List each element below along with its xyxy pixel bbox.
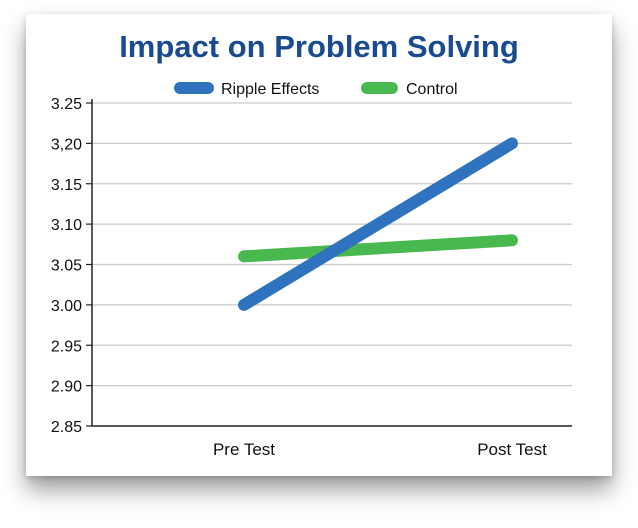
legend-label-ripple: Ripple Effects [221,81,319,98]
y-tick-label: 2.85 [51,419,82,436]
series-lines [238,137,518,311]
y-tick-label: 2.90 [51,379,82,396]
series-line-control [238,234,518,263]
x-tick-label: Post Test [477,440,547,459]
y-tick-label: 3.05 [51,258,82,275]
legend: Ripple Effects Control [174,81,458,98]
y-tick-label: 2.95 [51,338,82,355]
gridlines [92,102,572,387]
legend-item-control: Control [361,81,458,98]
chart-card: Impact on Problem Solving Ripple Effects… [26,14,612,476]
y-tick-label: 3.00 [51,298,82,315]
line-chart: Impact on Problem Solving Ripple Effects… [51,29,572,459]
x-axis-ticks: Pre Test Post Test [213,440,547,459]
y-tick-label: 3.10 [51,217,82,234]
y-axis-ticks: 2.85 2.90 2.95 3.00 3.05 3.10 3.15 3,20 3.25 [51,96,92,436]
y-tick-label: 3.25 [51,96,82,113]
legend-item-ripple: Ripple Effects [174,81,319,98]
legend-label-control: Control [406,81,458,98]
y-tick-label: 3,20 [51,136,82,153]
chart-title: Impact on Problem Solving [119,29,519,64]
series-line-ripple [238,137,518,311]
x-tick-label: Pre Test [213,440,275,459]
y-tick-label: 3.15 [51,177,82,194]
